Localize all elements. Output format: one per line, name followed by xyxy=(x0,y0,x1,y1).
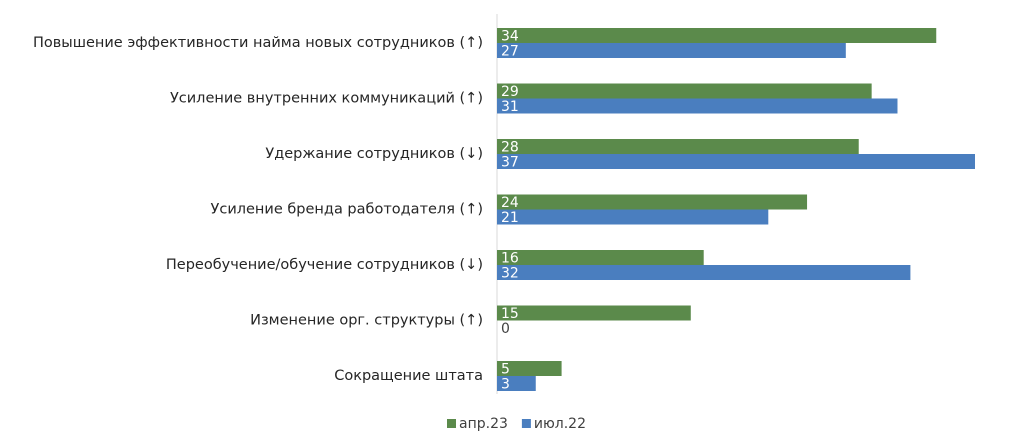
legend-label: апр.23 xyxy=(459,416,508,432)
data-label: 16 xyxy=(501,251,519,267)
data-label: 32 xyxy=(501,266,519,282)
bar xyxy=(497,250,704,265)
data-label: 3 xyxy=(501,377,510,393)
bar xyxy=(497,376,536,391)
bar xyxy=(497,361,562,376)
category-label: Удержание сотрудников (↓) xyxy=(265,146,483,162)
legend-swatch xyxy=(521,419,531,428)
legend-swatch xyxy=(447,419,456,428)
bar xyxy=(497,265,911,280)
category-labels: Повышение эффективности найма новых сотр… xyxy=(33,35,483,384)
data-label: 34 xyxy=(501,29,519,45)
bars xyxy=(497,28,975,391)
bar xyxy=(497,139,859,154)
bar xyxy=(497,194,808,210)
bar xyxy=(497,98,898,114)
category-label: Повышение эффективности найма новых сотр… xyxy=(33,35,483,51)
bar xyxy=(497,209,769,225)
bar xyxy=(497,43,846,58)
data-label: 27 xyxy=(501,44,519,60)
bar xyxy=(497,305,691,321)
data-label: 21 xyxy=(501,210,519,226)
data-label: 5 xyxy=(501,362,510,378)
data-label: 0 xyxy=(501,321,510,337)
data-label: 28 xyxy=(501,140,519,156)
category-label: Изменение орг. структуры (↑) xyxy=(250,313,483,329)
legend-label: июл.22 xyxy=(534,416,586,432)
legend: апр.23 июл.22 xyxy=(447,416,586,432)
category-label: Усиление бренда работодателя (↑) xyxy=(211,202,483,218)
bar xyxy=(497,28,937,43)
data-label: 24 xyxy=(501,195,519,211)
category-label: Усиление внутренних коммуникаций (↑) xyxy=(170,91,483,107)
category-label: Сокращение штата xyxy=(334,368,483,384)
bar xyxy=(497,154,975,169)
data-label: 15 xyxy=(501,306,519,322)
data-label: 37 xyxy=(501,155,519,171)
data-label: 29 xyxy=(501,84,519,100)
bar xyxy=(497,83,872,99)
category-label: Переобучение/обучение сотрудников (↓) xyxy=(166,257,483,273)
data-label: 31 xyxy=(501,99,519,115)
